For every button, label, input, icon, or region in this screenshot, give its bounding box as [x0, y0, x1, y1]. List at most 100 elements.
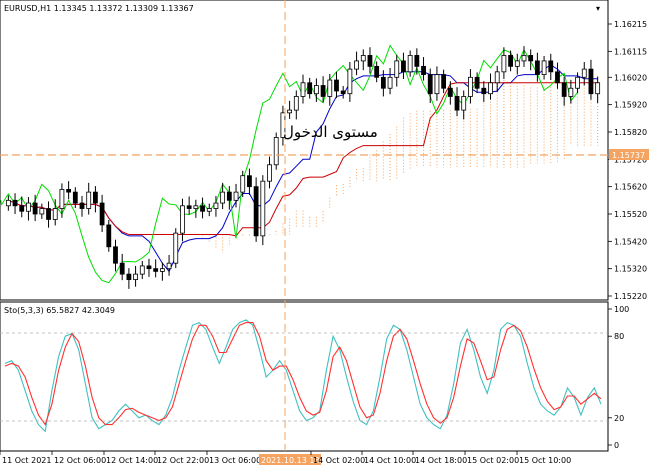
- time-tick-label: 12 Oct 14:00: [106, 456, 158, 465]
- candle-bull: [575, 76, 580, 89]
- candle-bear: [32, 202, 38, 215]
- candle-bull: [166, 262, 172, 270]
- candle-bull: [193, 205, 199, 209]
- candle-bear: [153, 268, 159, 272]
- candle-bear: [200, 205, 205, 212]
- candle-bear: [66, 188, 72, 193]
- candle-bear: [367, 55, 373, 67]
- candle-bull: [541, 60, 547, 75]
- candle-bull: [494, 71, 500, 84]
- candle-bear: [12, 199, 18, 207]
- stoch-tick-label: 20: [614, 414, 624, 423]
- candle-bull: [26, 202, 31, 212]
- candle-bull: [354, 60, 359, 70]
- candle-bear: [72, 191, 78, 204]
- candle-bear: [528, 55, 534, 62]
- price-tick-label: 1.15920: [614, 101, 647, 110]
- candle-bear: [146, 265, 152, 270]
- candle-bear: [126, 273, 132, 280]
- candle-bull: [387, 76, 393, 89]
- stoch-tick-label: 80: [614, 332, 624, 341]
- candle-bull: [139, 265, 145, 275]
- candle-bear: [421, 65, 426, 75]
- candle-bear: [374, 65, 380, 78]
- candle-bear: [320, 85, 326, 97]
- candle-bull: [260, 180, 266, 237]
- candle-bear: [561, 82, 567, 97]
- price-tick-label: 1.15620: [614, 183, 647, 192]
- candle-bear: [79, 202, 85, 209]
- candle-bull: [468, 76, 473, 97]
- price-tick-label: 1.15420: [614, 237, 647, 246]
- candle-bull: [5, 199, 11, 207]
- candle-bear: [401, 60, 406, 73]
- candle-bull: [521, 55, 527, 62]
- price-pane[interactable]: [0, 0, 609, 301]
- stochastic-info-text: Sto(5,3,3) 65.5827 42.3049: [4, 306, 115, 315]
- candle-bull: [568, 87, 574, 97]
- candle-bear: [247, 175, 252, 188]
- candle-bear: [19, 205, 25, 212]
- candle-bear: [380, 76, 386, 89]
- candle-bear: [46, 208, 51, 220]
- time-tick-label: 12 Oct 06:00: [54, 456, 106, 465]
- candle-bull: [173, 232, 179, 264]
- candles: [5, 46, 601, 289]
- candle-bull: [213, 202, 219, 209]
- price-tick-label: 1.15320: [614, 265, 647, 274]
- candle-bull: [300, 82, 306, 97]
- candle-bull: [59, 188, 65, 209]
- candle-bear: [474, 76, 480, 89]
- candle-bear: [253, 186, 259, 237]
- candle-bull: [293, 96, 299, 111]
- candle-bear: [534, 60, 540, 75]
- time-tick-label: 15 Oct 02:00: [467, 456, 519, 465]
- entry-level-price-tag: [609, 149, 649, 160]
- candle-bull: [86, 191, 92, 209]
- candle-bear: [481, 87, 487, 95]
- price-tick-label: 1.16215: [614, 20, 647, 29]
- candle-bear: [113, 246, 118, 264]
- collapse-icon[interactable]: ▾: [596, 4, 600, 13]
- time-tick-label: 14 Oct 18:00: [415, 456, 467, 465]
- symbol-info-text: EURUSD,H1 1.13345 1.13372 1.13309 1.1336…: [4, 4, 194, 13]
- candle-bull: [233, 191, 239, 201]
- candle-bear: [414, 55, 420, 67]
- stochastic-main-line: [4, 319, 602, 433]
- stoch-tick-label: 100: [614, 305, 629, 314]
- candle-bull: [159, 268, 165, 272]
- candle-bull: [313, 85, 319, 95]
- candle-bull: [461, 96, 467, 111]
- stoch-tick-label: 0: [614, 441, 619, 450]
- candle-bear: [99, 202, 105, 226]
- candle-bull: [360, 55, 366, 62]
- time-tick-label: 11 Oct 2021: [2, 456, 51, 465]
- candle-bull: [327, 79, 333, 97]
- price-tick-label: 1.15820: [614, 128, 647, 137]
- candle-bull: [267, 164, 272, 182]
- candle-bear: [119, 262, 125, 275]
- stochastic-axis: 100 80 20 0: [608, 305, 629, 450]
- candle-bear: [454, 96, 460, 111]
- stochastic-signal-line: [4, 322, 602, 426]
- candle-bull: [434, 74, 440, 95]
- candle-bull: [394, 60, 400, 78]
- stochastic-pane[interactable]: [0, 301, 609, 452]
- price-tick-label: 1.15520: [614, 210, 647, 219]
- candle-bull: [407, 55, 413, 73]
- price-tick-label: 1.16115: [614, 47, 647, 56]
- crosshair-time-tag: [259, 454, 321, 465]
- candle-bull: [220, 191, 226, 204]
- candle-bear: [186, 205, 192, 209]
- candle-bull: [240, 175, 246, 193]
- candle-bull: [52, 208, 58, 220]
- candle-bear: [447, 87, 453, 97]
- candle-bull: [273, 137, 279, 166]
- time-tick-label: 14 Oct 10:00: [364, 456, 416, 465]
- chikou-line: [0, 44, 578, 284]
- time-tick-label: 14 Oct 02:00: [313, 456, 365, 465]
- time-tick-label: 13 Oct 06:00: [209, 456, 261, 465]
- candle-bull: [488, 82, 493, 95]
